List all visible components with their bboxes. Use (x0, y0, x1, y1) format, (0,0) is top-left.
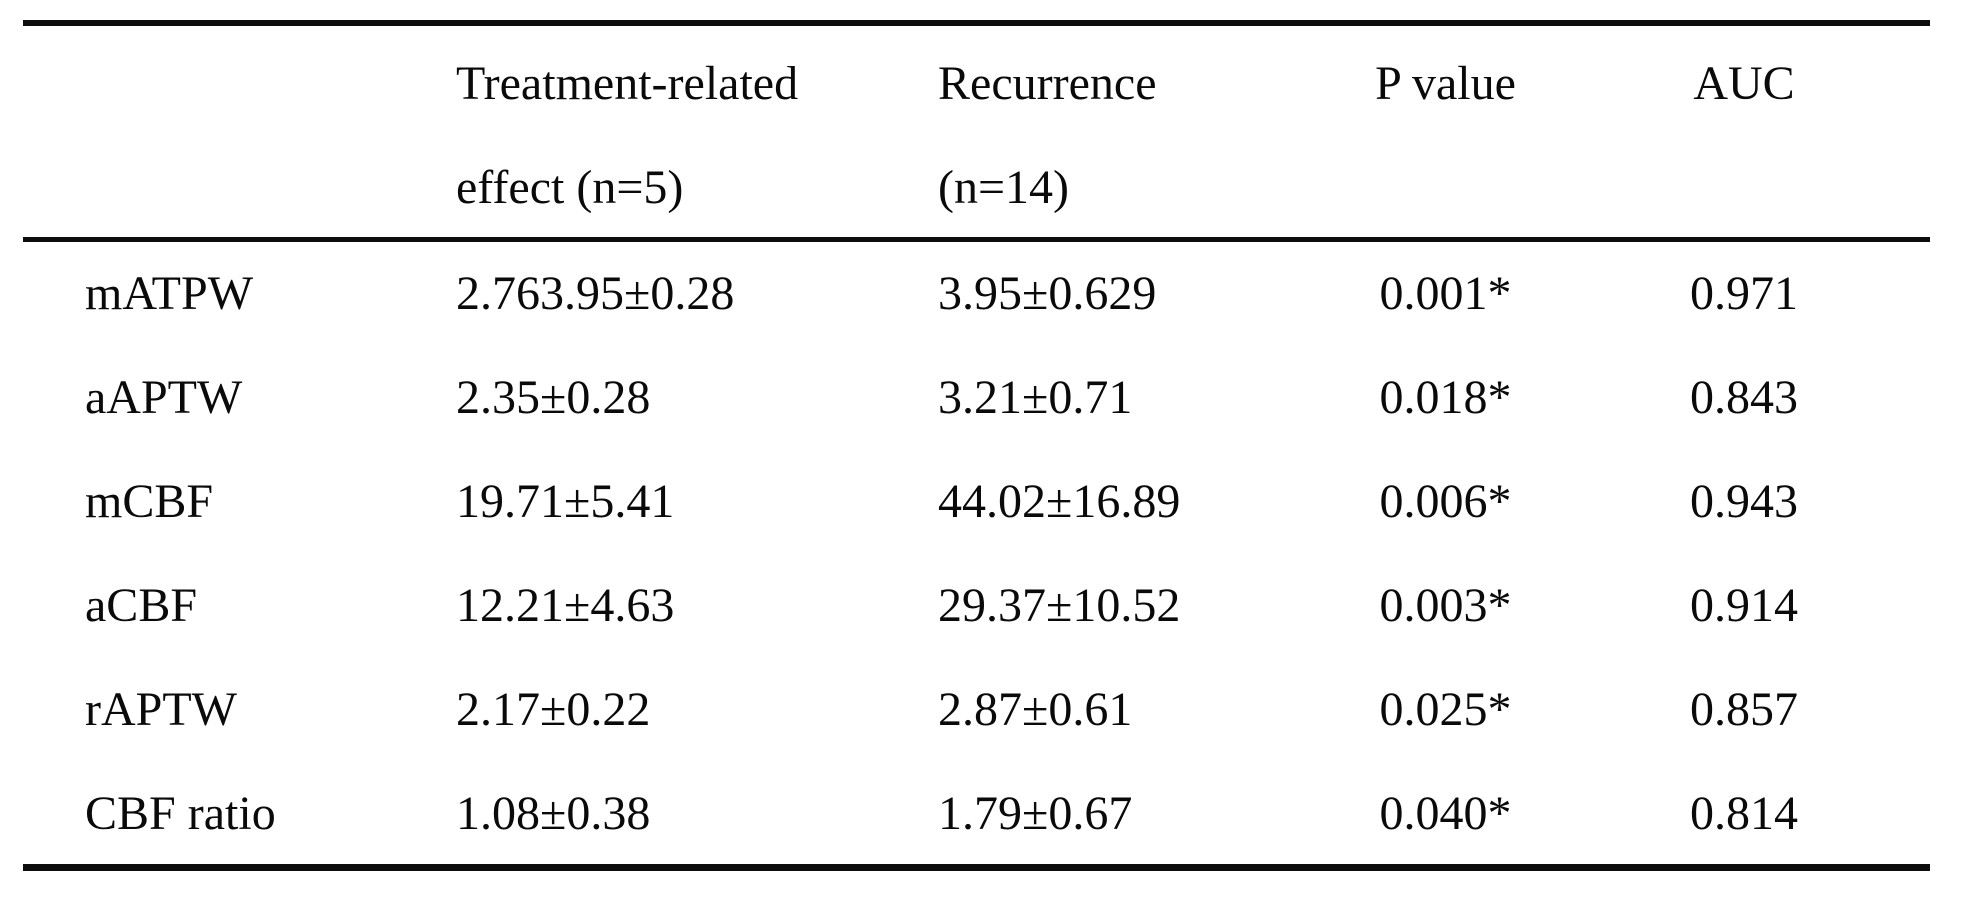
treatment-effect-cell: 1.08±0.38 (456, 787, 651, 840)
header-recurrence-cell: Recurrence (n=14) (938, 32, 1333, 240)
treatment-effect-cell: 19.71±5.41 (456, 475, 675, 528)
table-header-divider-rule (23, 237, 1930, 242)
p-value-cell: 0.003* (1379, 579, 1512, 632)
header-treatment-effect-cell: Treatment-related effect (n=5) (456, 32, 938, 240)
table-top-rule (23, 20, 1930, 26)
auc-cell: 0.857 (1690, 683, 1798, 736)
header-recurrence-line1: Recurrence (938, 57, 1157, 110)
header-p-value-label: P value (1375, 57, 1516, 110)
recurrence-cell: 44.02±16.89 (938, 475, 1181, 528)
p-value-cell: 0.025* (1379, 683, 1512, 736)
auc-cell: 0.914 (1690, 579, 1798, 632)
header-row-label-cell (23, 32, 456, 240)
header-treatment-line2: effect (n=5) (456, 161, 684, 214)
row-label-cell: CBF ratio (85, 787, 276, 840)
header-auc-label: AUC (1693, 57, 1795, 110)
treatment-effect-cell: 2.763.95±0.28 (456, 267, 735, 320)
row-label-cell: rAPTW (85, 683, 237, 736)
header-treatment-line1: Treatment-related (456, 57, 799, 110)
table-bottom-rule (23, 864, 1930, 871)
auc-cell: 0.971 (1690, 267, 1798, 320)
table-body: mATPW 2.763.95±0.28 3.95±0.629 0.001* 0.… (23, 242, 1930, 866)
auc-cell: 0.943 (1690, 475, 1798, 528)
recurrence-cell: 3.21±0.71 (938, 371, 1133, 424)
treatment-effect-cell: 12.21±4.63 (456, 579, 675, 632)
recurrence-cell: 29.37±10.52 (938, 579, 1181, 632)
row-label-cell: aAPTW (85, 371, 243, 424)
p-value-cell: 0.006* (1379, 475, 1512, 528)
row-label-cell: aCBF (85, 579, 198, 632)
recurrence-cell: 2.87±0.61 (938, 683, 1133, 736)
auc-cell: 0.843 (1690, 371, 1798, 424)
p-value-cell: 0.040* (1379, 787, 1512, 840)
header-recurrence-line2: (n=14) (938, 161, 1070, 214)
p-value-cell: 0.018* (1379, 371, 1512, 424)
treatment-effect-cell: 2.35±0.28 (456, 371, 651, 424)
treatment-effect-cell: 2.17±0.22 (456, 683, 651, 736)
header-auc-cell: AUC (1558, 32, 1930, 240)
auc-cell: 0.814 (1690, 787, 1798, 840)
recurrence-cell: 3.95±0.629 (938, 267, 1157, 320)
row-label-cell: mCBF (85, 475, 214, 528)
p-value-cell: 0.001* (1379, 267, 1512, 320)
header-p-value-cell: P value (1333, 32, 1558, 240)
recurrence-cell: 1.79±0.67 (938, 787, 1133, 840)
table-header-row: Treatment-related effect (n=5) Recurrenc… (23, 32, 1930, 240)
row-label-cell: mATPW (85, 267, 253, 320)
